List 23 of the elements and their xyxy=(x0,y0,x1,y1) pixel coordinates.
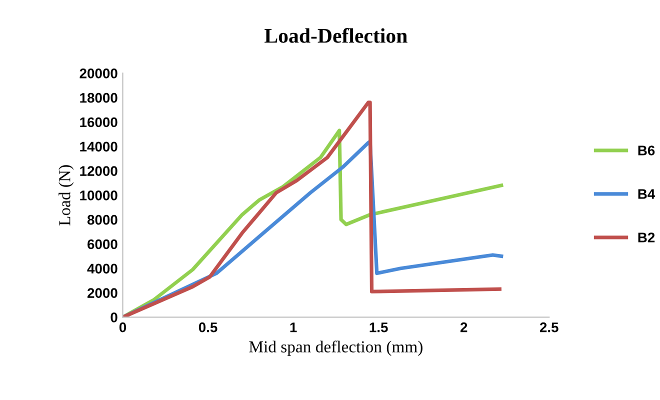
y-tick-label: 2000 xyxy=(87,288,118,298)
chart-title: Load-Deflection xyxy=(264,28,408,43)
y-tick-label: 4000 xyxy=(87,264,118,274)
legend-label: B6 xyxy=(638,146,655,156)
x-tick-label: 2 xyxy=(460,322,468,332)
x-tick-label: 0 xyxy=(119,322,126,332)
x-axis-title: Mid span deflection (mm) xyxy=(249,340,422,356)
y-tick-label: 10000 xyxy=(80,190,118,200)
y-tick-label: 8000 xyxy=(87,214,118,225)
y-tick-label: 14000 xyxy=(80,142,118,152)
y-tick-label: 18000 xyxy=(80,92,118,103)
x-tick-label: 0.5 xyxy=(198,322,218,332)
y-tick-label: 20000 xyxy=(80,68,118,78)
x-tick-label: 1 xyxy=(290,322,297,332)
y-tick-label: 0 xyxy=(110,312,118,322)
legend-label: B4 xyxy=(638,189,656,199)
y-axis-title: Load (N) xyxy=(58,165,74,226)
y-tick-label: 16000 xyxy=(80,117,118,128)
x-tick-label: 1.5 xyxy=(370,322,388,332)
legend-label: B2 xyxy=(638,232,655,242)
y-tick-label: 6000 xyxy=(88,239,118,250)
x-tick-label: 2.5 xyxy=(540,322,558,332)
y-tick-label: 12000 xyxy=(80,166,118,176)
